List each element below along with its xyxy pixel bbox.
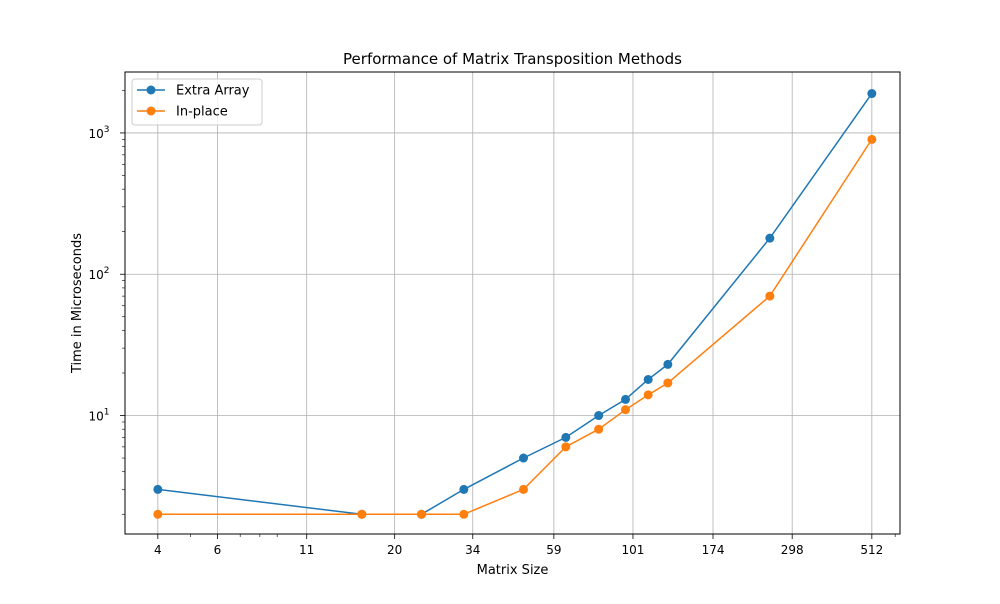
y-axis-label: Time in Microseconds — [70, 233, 85, 374]
data-point — [561, 432, 571, 442]
data-point — [663, 378, 673, 388]
data-point — [643, 374, 653, 384]
data-point — [594, 424, 604, 434]
x-tick-label: 4 — [154, 543, 162, 557]
data-point — [519, 453, 529, 463]
y-tick-label: 101 — [88, 408, 109, 424]
y-tick-base: 10 — [88, 410, 103, 424]
plot-frame — [124, 71, 901, 535]
chart-title: Performance of Matrix Transposition Meth… — [343, 50, 682, 68]
y-tick-exponent: 1 — [104, 408, 110, 418]
data-point — [663, 359, 673, 369]
data-point — [417, 509, 427, 519]
data-point — [621, 394, 631, 404]
data-point — [459, 509, 469, 519]
data-point — [153, 509, 163, 519]
x-tick-label: 20 — [387, 543, 402, 557]
x-tick-label: 6 — [214, 543, 222, 557]
y-tick-label: 103 — [88, 125, 109, 141]
legend-label: Extra Array — [176, 84, 250, 99]
data-point — [459, 484, 469, 494]
x-tick-label: 34 — [465, 543, 480, 557]
legend-marker — [146, 106, 156, 116]
x-axis-label: Matrix Size — [477, 563, 549, 578]
x-tick-label: 101 — [622, 543, 645, 557]
x-tick-label: 512 — [860, 543, 883, 557]
data-point — [561, 442, 571, 452]
series-2 — [153, 134, 877, 519]
legend: Extra Array In-place — [131, 78, 263, 126]
data-point — [867, 134, 877, 144]
x-tick-label: 11 — [299, 543, 314, 557]
data-point — [765, 291, 775, 301]
data-point — [621, 405, 631, 415]
y-tick-base: 10 — [88, 268, 103, 282]
y-tick-label: 102 — [88, 266, 109, 282]
data-point — [867, 89, 877, 99]
data-point — [594, 411, 604, 421]
x-tick-label: 174 — [702, 543, 725, 557]
x-tick-label: 298 — [781, 543, 804, 557]
legend-label: In-place — [176, 105, 228, 120]
x-tick-label: 59 — [546, 543, 561, 557]
series-group — [153, 89, 877, 519]
y-tick-base: 10 — [88, 127, 103, 141]
data-point — [357, 509, 367, 519]
data-point — [765, 233, 775, 243]
data-point — [519, 484, 529, 494]
data-point — [153, 484, 163, 494]
y-tick-exponent: 2 — [104, 266, 110, 276]
legend-marker — [146, 85, 156, 95]
grid — [125, 72, 900, 534]
y-tick-exponent: 3 — [104, 125, 110, 135]
data-point — [643, 390, 653, 400]
series-line — [157, 138, 873, 516]
